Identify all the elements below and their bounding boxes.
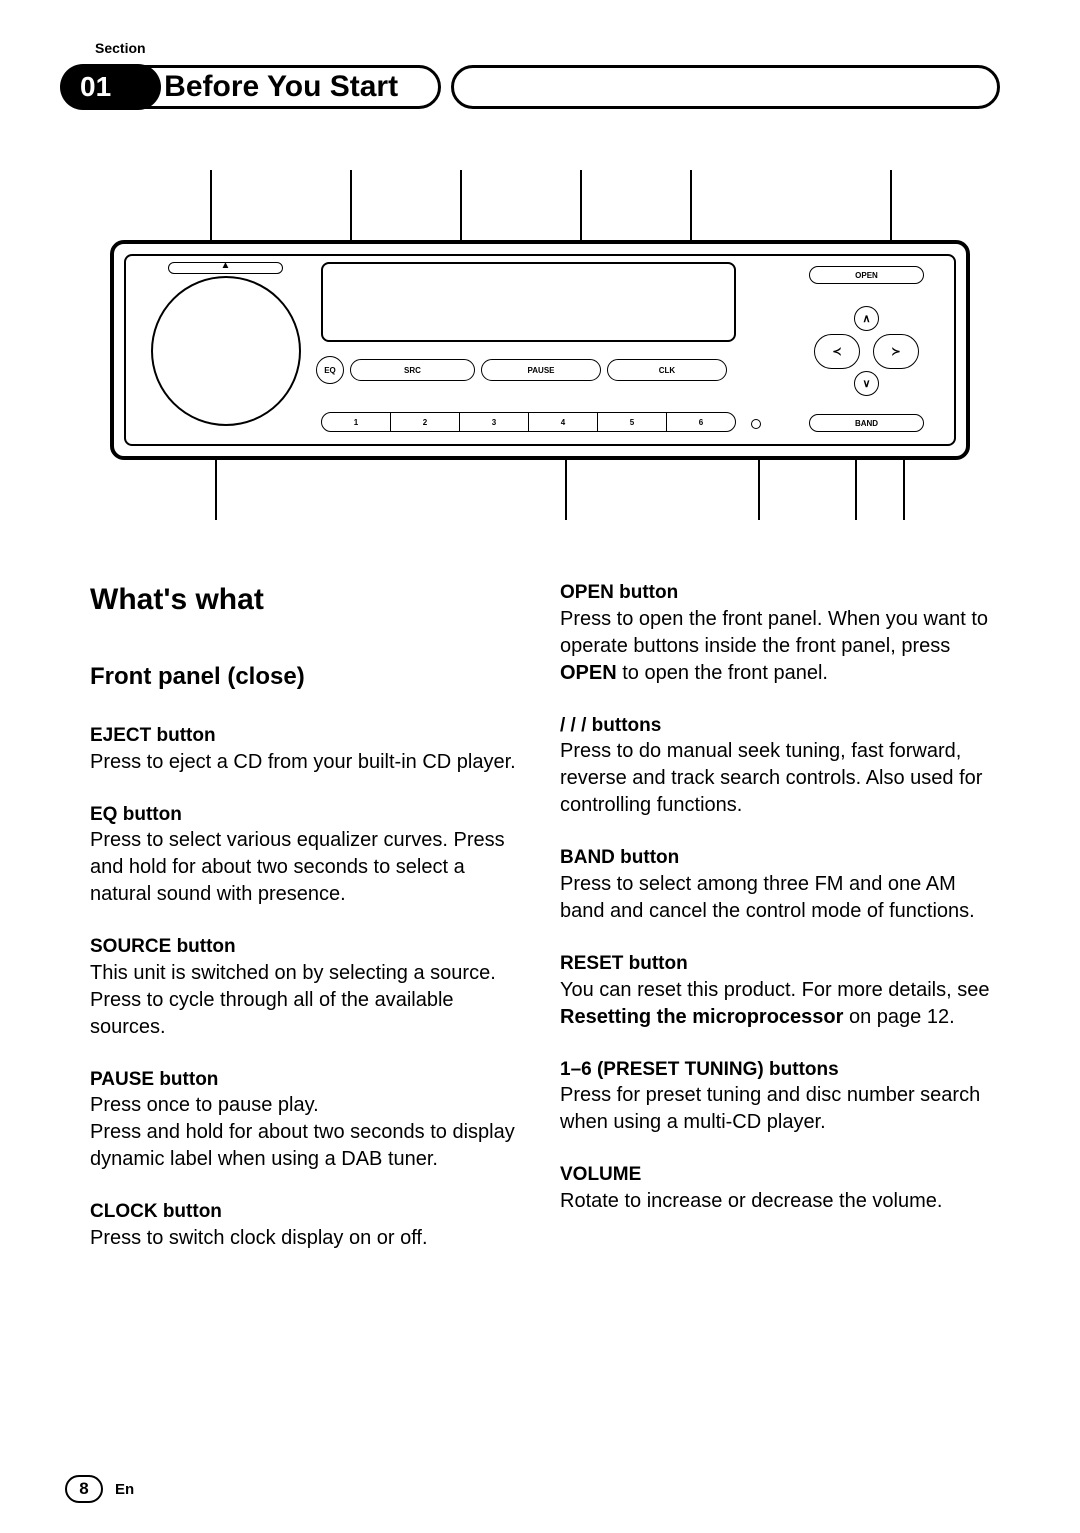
preset-1: 1 <box>322 413 391 431</box>
item-body: Press to open the front panel. When you … <box>560 606 990 687</box>
item-title: RESET button <box>560 951 990 977</box>
item-title: VOLUME <box>560 1162 990 1188</box>
description-item: PAUSE buttonPress once to pause play.Pre… <box>90 1067 520 1174</box>
header: 01 Before You Start <box>60 64 1000 110</box>
band-button-graphic: BAND <box>809 414 924 432</box>
left-column: What's what Front panel (close) EJECT bu… <box>90 580 520 1278</box>
item-title: SOURCE button <box>90 934 520 960</box>
page-number: 8 <box>65 1475 103 1503</box>
description-item: RESET buttonYou can reset this product. … <box>560 951 990 1031</box>
radio-diagram: EQ SRC PAUSE CLK 1 2 3 4 5 6 OPEN ∧ ∨ ≺ … <box>110 170 970 520</box>
item-body: Press for preset tuning and disc number … <box>560 1082 990 1136</box>
item-title: PAUSE button <box>90 1067 520 1093</box>
description-item: SOURCE buttonThis unit is switched on by… <box>90 934 520 1041</box>
description-item: EQ buttonPress to select various equaliz… <box>90 802 520 909</box>
left-icon: ≺ <box>814 334 860 369</box>
item-body: Rotate to increase or decrease the volum… <box>560 1188 990 1215</box>
description-item: BAND buttonPress to select among three F… <box>560 845 990 925</box>
preset-5: 5 <box>598 413 667 431</box>
button-row: EQ SRC PAUSE CLK <box>316 356 727 384</box>
volume-dial-graphic <box>151 276 301 426</box>
item-body: Press to switch clock display on or off. <box>90 1225 520 1252</box>
description-item: 1–6 (PRESET TUNING) buttonsPress for pre… <box>560 1057 990 1137</box>
description-item: EJECT buttonPress to eject a CD from you… <box>90 723 520 776</box>
item-body: Press to eject a CD from your built-in C… <box>90 749 520 776</box>
item-body: You can reset this product. For more det… <box>560 977 990 1031</box>
item-title: CLOCK button <box>90 1199 520 1225</box>
preset-bar-graphic: 1 2 3 4 5 6 <box>321 412 736 432</box>
language-label: En <box>115 1481 134 1498</box>
item-title: EJECT button <box>90 723 520 749</box>
description-item: OPEN buttonPress to open the front panel… <box>560 580 990 687</box>
footer: 8 En <box>65 1475 134 1503</box>
open-button-graphic: OPEN <box>809 266 924 284</box>
description-item: / / / buttonsPress to do manual seek tun… <box>560 713 990 820</box>
down-icon: ∨ <box>854 371 879 396</box>
radio-outline: EQ SRC PAUSE CLK 1 2 3 4 5 6 OPEN ∧ ∨ ≺ … <box>110 240 970 460</box>
item-body: Press once to pause play.Press and hold … <box>90 1092 520 1173</box>
whats-what-heading: What's what <box>90 580 520 621</box>
right-column: OPEN buttonPress to open the front panel… <box>560 580 990 1278</box>
item-title: 1–6 (PRESET TUNING) buttons <box>560 1057 990 1083</box>
section-number: 01 <box>80 71 111 103</box>
item-title: BAND button <box>560 845 990 871</box>
item-body: Press to do manual seek tuning, fast for… <box>560 738 990 819</box>
dpad-graphic: ∧ ∨ ≺ ≻ <box>814 306 919 401</box>
eq-button-graphic: EQ <box>316 356 344 384</box>
front-panel-heading: Front panel (close) <box>90 661 520 693</box>
description-item: CLOCK buttonPress to switch clock displa… <box>90 1199 520 1252</box>
header-empty-pill <box>451 65 1000 109</box>
preset-3: 3 <box>460 413 529 431</box>
header-pill: 01 <box>60 64 161 110</box>
clk-button-graphic: CLK <box>607 359 727 381</box>
content: What's what Front panel (close) EJECT bu… <box>80 580 1000 1278</box>
preset-4: 4 <box>529 413 598 431</box>
preset-6: 6 <box>667 413 735 431</box>
eject-button-graphic <box>168 262 283 274</box>
item-body: This unit is switched on by selecting a … <box>90 960 520 1041</box>
description-item: VOLUMERotate to increase or decrease the… <box>560 1162 990 1215</box>
pause-button-graphic: PAUSE <box>481 359 601 381</box>
section-label: Section <box>95 40 1000 56</box>
right-icon: ≻ <box>873 334 919 369</box>
item-body: Press to select various equalizer curves… <box>90 827 520 908</box>
item-title: OPEN button <box>560 580 990 606</box>
item-body: Press to select among three FM and one A… <box>560 871 990 925</box>
src-button-graphic: SRC <box>350 359 475 381</box>
display-graphic <box>321 262 736 342</box>
item-title: EQ button <box>90 802 520 828</box>
preset-2: 2 <box>391 413 460 431</box>
reset-dot-graphic <box>751 419 761 429</box>
item-title: / / / buttons <box>560 713 990 739</box>
up-icon: ∧ <box>854 306 879 331</box>
